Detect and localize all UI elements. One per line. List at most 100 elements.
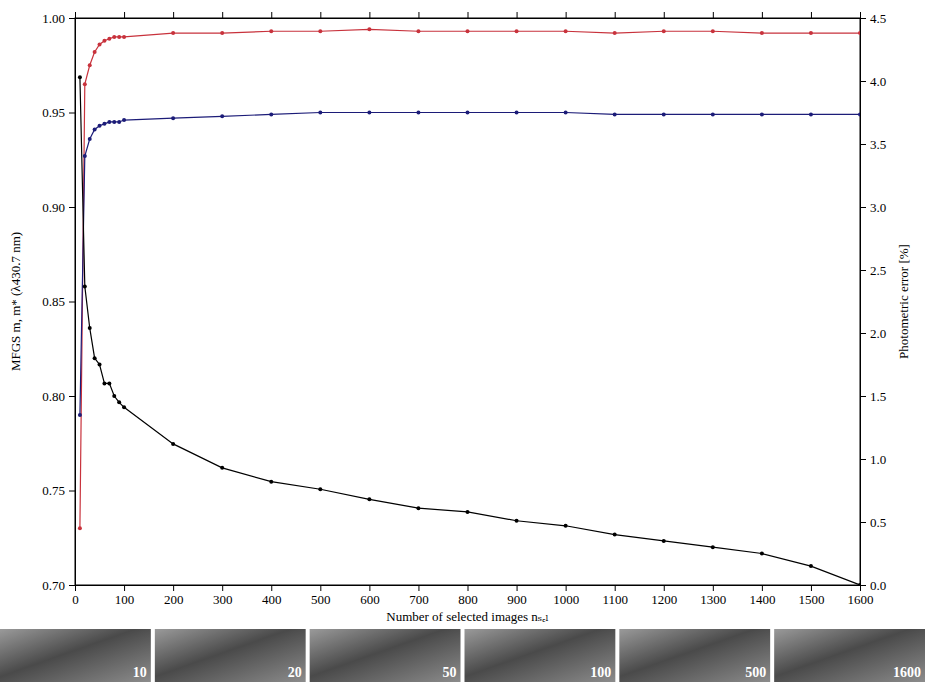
thumbnail <box>774 629 925 682</box>
tick-label: 900 <box>507 592 527 607</box>
marker <box>613 533 617 537</box>
tick <box>762 12 763 18</box>
tick-label: 1.0 <box>870 452 886 467</box>
marker <box>564 524 568 528</box>
tick: 1000 <box>553 585 579 607</box>
marker <box>88 137 92 141</box>
tick: 1300 <box>700 585 726 607</box>
tick-mark <box>860 459 866 460</box>
tick-label: 100 <box>115 592 135 607</box>
tick <box>222 12 223 18</box>
tick-mark <box>124 12 125 18</box>
tick-mark <box>271 12 272 18</box>
tick-label: 200 <box>164 592 184 607</box>
marker <box>122 405 126 409</box>
marker <box>662 539 666 543</box>
marker <box>809 564 813 568</box>
marker <box>858 583 860 585</box>
marker <box>122 118 126 122</box>
thumbnail <box>0 629 151 682</box>
tick-mark <box>468 585 469 591</box>
x-axis: 0100200300400500600700800900100011001200… <box>72 585 873 607</box>
marker <box>466 510 470 514</box>
tick-label: 0.90 <box>42 200 65 215</box>
tick: 2.5 <box>860 263 886 278</box>
marker <box>466 29 470 33</box>
tick-mark <box>860 333 866 334</box>
tick-mark <box>369 12 370 18</box>
tick: 0.80 <box>42 389 75 404</box>
tick-label: 0.75 <box>42 483 65 498</box>
tick: 1.00 <box>42 11 75 26</box>
tick: 3.5 <box>860 137 886 152</box>
tick-mark <box>69 113 75 114</box>
marker <box>78 526 82 530</box>
tick-label: 0.80 <box>42 389 65 404</box>
marker <box>318 111 322 115</box>
tick-mark <box>664 585 665 591</box>
marker <box>78 413 82 417</box>
marker <box>416 29 420 33</box>
tick-label: 1.5 <box>870 389 886 404</box>
tick: 0.75 <box>42 483 75 498</box>
tick-mark <box>369 585 370 591</box>
marker <box>98 363 102 367</box>
marker <box>107 381 111 385</box>
thumbnail-label: 500 <box>745 665 766 680</box>
tick-label: 1600 <box>848 592 874 607</box>
series-line <box>80 29 860 528</box>
tick-mark <box>860 144 866 145</box>
tick <box>418 12 419 18</box>
tick-label: 300 <box>213 592 233 607</box>
tick: 0.95 <box>42 105 75 120</box>
tick-mark <box>271 585 272 591</box>
tick-mark <box>762 585 763 591</box>
marker <box>269 29 273 33</box>
tick: 0.5 <box>860 515 886 530</box>
marker <box>220 31 224 35</box>
tick: 0.85 <box>42 294 75 309</box>
tick-mark <box>418 12 419 18</box>
tick: 0.0 <box>860 578 886 593</box>
tick-mark <box>69 585 75 586</box>
tick: 400 <box>262 585 282 607</box>
marker <box>613 112 617 116</box>
tick-mark <box>69 207 75 208</box>
tick-mark <box>860 585 866 586</box>
tick-mark <box>811 12 812 18</box>
tick: 1.5 <box>860 389 886 404</box>
y-axis: 0.700.750.800.850.900.951.00 <box>42 11 75 593</box>
tick: 4.0 <box>860 74 886 89</box>
thumbnail-label: 100 <box>590 665 611 680</box>
tick-mark <box>860 18 866 19</box>
tick <box>271 12 272 18</box>
marker <box>858 31 860 35</box>
tick: 1400 <box>749 585 775 607</box>
tick <box>173 12 174 18</box>
tick-label: 1200 <box>651 592 677 607</box>
tick-mark <box>860 81 866 82</box>
tick <box>860 12 861 18</box>
marker <box>416 111 420 115</box>
tick <box>566 12 567 18</box>
marker <box>318 29 322 33</box>
tick: 900 <box>507 585 527 607</box>
marker <box>515 519 519 523</box>
tick-mark <box>222 12 223 18</box>
tick: 600 <box>360 585 380 607</box>
tick-label: 4.0 <box>870 74 886 89</box>
tick: 300 <box>213 585 233 607</box>
tick <box>615 12 616 18</box>
thumbnail <box>619 629 770 682</box>
tick-label: 4.5 <box>870 11 886 26</box>
series-line <box>80 77 860 585</box>
tick-label: 1100 <box>602 592 628 607</box>
tick <box>811 12 812 18</box>
axis-line <box>861 19 867 586</box>
marker <box>83 284 87 288</box>
marker <box>367 497 371 501</box>
tick: 4.5 <box>860 11 886 26</box>
tick-mark <box>517 12 518 18</box>
thumbnail <box>310 629 461 682</box>
plot-frame <box>75 18 860 585</box>
